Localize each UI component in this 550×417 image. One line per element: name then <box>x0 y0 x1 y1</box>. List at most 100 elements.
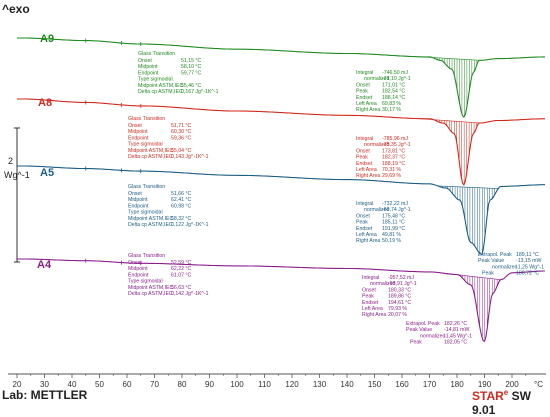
integration-baseline <box>419 56 481 61</box>
x-unit-label: °C <box>534 380 543 389</box>
gt-label: Onset <box>128 123 142 129</box>
gt-value: 60,30 °C <box>171 129 191 135</box>
brand-star: STAR <box>472 389 504 403</box>
peak-label: normalized <box>492 264 517 270</box>
integral-label: Endset <box>362 300 379 306</box>
gt-value: 55,46 °C <box>181 83 201 89</box>
peak-value: -13,15 mW <box>516 258 541 264</box>
gt-value: 56,63 °C <box>171 285 191 291</box>
gt-value: 61,07 °C <box>171 272 191 278</box>
peak-label: Extrapol. Peak <box>406 321 440 327</box>
gt-label: Midpoint <box>128 197 148 203</box>
peak-label: Peak Value <box>478 258 504 264</box>
integral-value: 30,17 % <box>382 107 401 113</box>
gt-label: Midpoint <box>128 129 148 135</box>
integral-value: -746,50 mJ <box>382 70 408 76</box>
scale-unit: Wg^-1 <box>4 170 30 180</box>
exo-direction-label: ^exo <box>2 2 30 16</box>
peak-label: Peak Value <box>406 327 432 333</box>
curve-a9 <box>17 37 545 119</box>
curve-a5 <box>17 165 545 256</box>
peak-value: -1,25 Wg^-1 <box>516 264 544 270</box>
brand-e: e <box>503 388 509 397</box>
integration-baseline <box>419 118 481 124</box>
integral-label: Right Area <box>356 107 380 113</box>
integral-label: Integral <box>362 275 379 281</box>
gt-value: 51,66 °C <box>171 191 191 197</box>
integral-value: -957,52 mJ <box>388 275 414 281</box>
gt-label: Type sigmoidal <box>128 142 163 148</box>
integral-value: 79,93 % <box>388 306 407 312</box>
x-tick-label: 90 <box>205 380 214 389</box>
peak-value: -1,45 Wg^-1 <box>444 333 472 339</box>
gt-value: 51,71 °C <box>171 123 191 129</box>
integral-value: 175,48 °C <box>382 213 405 219</box>
dsc-curves <box>17 37 545 343</box>
integral-value: 70,31 % <box>382 167 401 173</box>
x-tick-label: 30 <box>40 380 49 389</box>
integral-label: Left Area <box>356 101 377 107</box>
integral-label: Right Area <box>356 173 380 179</box>
integral-value: 173,81 °C <box>382 148 405 154</box>
series-label-a4: A4 <box>37 259 52 271</box>
curve-a8 <box>17 98 545 187</box>
integral-label: Endset <box>356 95 373 101</box>
series-label-a9: A9 <box>40 33 54 45</box>
integral-value: 29,69 % <box>382 173 401 179</box>
integration-baseline <box>437 185 499 189</box>
gt-value: 62,41 °C <box>171 197 191 203</box>
gt-label: Endpoint <box>138 70 159 76</box>
series-label-a5: A5 <box>40 167 54 179</box>
gt-title: Glass Transition <box>128 184 165 190</box>
integral-label: Onset <box>362 287 376 293</box>
integral-value: 185,11 °C <box>382 220 405 226</box>
integral-label: Left Area <box>356 232 377 238</box>
integral-value: 69,83 % <box>382 101 401 107</box>
gt-label: Onset <box>128 260 142 266</box>
integral-label: Peak <box>356 155 368 161</box>
gt-label: Midpoint ASTM,IEC <box>138 83 184 89</box>
integral-label: normalized <box>364 207 389 213</box>
integral-value: 49,81 % <box>382 232 401 238</box>
scale-value: 2 <box>8 156 14 166</box>
peak-label: Peak <box>410 340 422 346</box>
x-axis: 20 30 40 50 60 70 80 90 100 110 120 130 140 150 160 170… <box>8 127 546 389</box>
x-tick-label: 160 <box>395 380 409 389</box>
gt-value: 55,04 °C <box>171 148 191 154</box>
gt-label: Type sigmoidal <box>138 77 173 83</box>
gt-label: Delta cp ASTM,IEC <box>128 154 173 160</box>
gt-value: 59,77 °C <box>181 70 201 76</box>
gt-label: Midpoint ASTM,IEC <box>128 148 174 154</box>
x-tick-label: 40 <box>68 380 77 389</box>
integral-label: Onset <box>356 82 370 88</box>
integral-label: Integral <box>356 136 373 142</box>
gt-value: 58,32 °C <box>171 216 191 222</box>
x-tick-label: 140 <box>340 380 354 389</box>
x-tick-label: 60 <box>123 380 132 389</box>
integral-value: 188,19 °C <box>382 161 405 167</box>
integral-label: Integral <box>356 201 373 207</box>
integral-value: -93,91 Jg^-1 <box>388 281 417 287</box>
gt-value: 59,36 °C <box>171 135 191 141</box>
gt-label: Onset <box>138 58 152 64</box>
integral-value: 189,86 °C <box>388 294 411 300</box>
peak-value: -14,81 mW <box>444 327 469 333</box>
integral-value: -69,74 Jg^-1 <box>382 207 411 213</box>
peak-value: 182,26 °C <box>444 321 467 327</box>
gt-value: 62,22 °C <box>171 266 191 272</box>
x-tick-label: 70 <box>150 380 159 389</box>
gt-value: 58,10 °C <box>181 64 201 70</box>
integral-label: Peak <box>362 294 374 300</box>
gt-value: 0,167 Jg^-1K^-1 <box>181 89 219 95</box>
x-tick-label: 130 <box>313 380 327 389</box>
integral-label: normalized <box>364 142 389 148</box>
x-tick-label: 110 <box>258 380 271 389</box>
gt-value: 52,59 °C <box>171 260 191 266</box>
integral-label: Right Area <box>362 312 386 318</box>
gt-value: 0,122 Jg^-1K^-1 <box>171 222 209 228</box>
gt-label: Type sigmoidal <box>128 279 163 285</box>
integral-label: Endset <box>356 161 373 167</box>
gt-title: Glass Transition <box>128 253 165 259</box>
